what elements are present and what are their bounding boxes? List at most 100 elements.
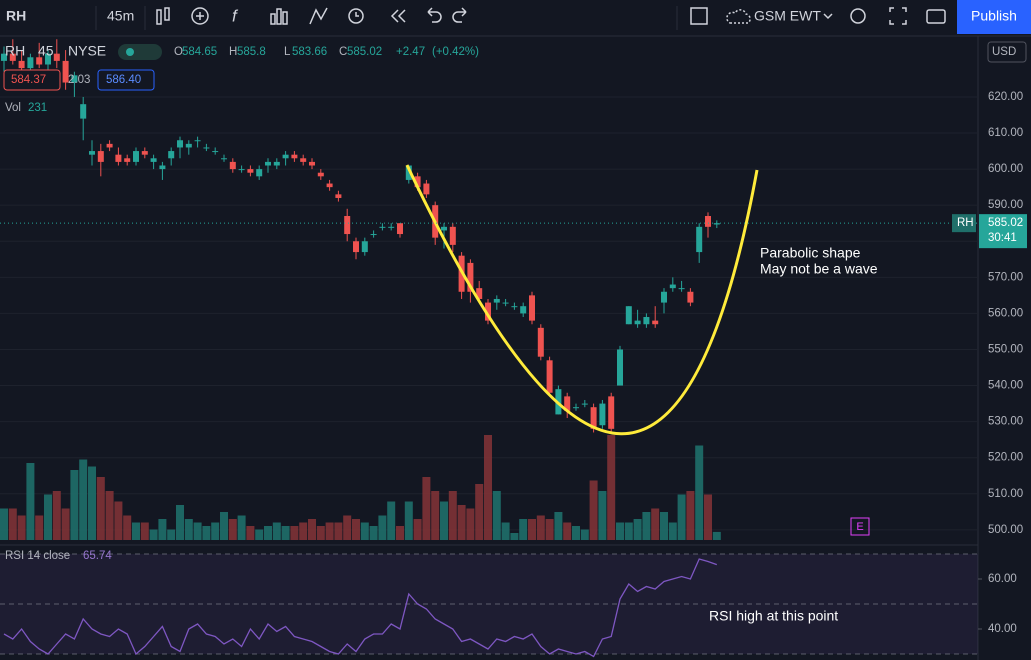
volume-bar <box>26 463 35 540</box>
publish-label[interactable]: Publish <box>971 8 1017 24</box>
volume-label: Vol <box>5 102 21 114</box>
volume-bar <box>8 508 17 540</box>
volume-bar <box>158 519 167 540</box>
volume-bar <box>237 515 246 540</box>
candle-body <box>168 151 175 159</box>
volume-bar <box>633 519 642 540</box>
volume-bar <box>184 519 193 540</box>
candle-body <box>537 327 544 357</box>
volume-bar <box>580 529 589 540</box>
volume-bar <box>431 491 440 540</box>
volume-bar <box>140 522 149 540</box>
settings-icon[interactable] <box>850 8 866 24</box>
bid-box <box>3 69 61 91</box>
interval-button[interactable]: 45m <box>107 8 134 24</box>
price-tag-label: 585.02 <box>988 217 1023 229</box>
candle-body <box>634 320 641 325</box>
earnings-label[interactable]: E <box>856 521 863 533</box>
volume-bar <box>316 526 325 540</box>
candle-body <box>291 154 298 159</box>
candle-body <box>335 194 342 198</box>
volume-bar <box>167 529 176 540</box>
volume-bar <box>704 494 712 540</box>
candle-body <box>696 226 703 253</box>
ohlc-value: 585.02 <box>347 46 382 58</box>
plot-layer: 500.00 510.00 520.00 530.00 540.00 550.00 560.… <box>0 39 1027 658</box>
candle-body <box>361 241 368 253</box>
cloud-icon[interactable] <box>726 9 751 24</box>
y-tick-label: 550.00 <box>988 344 1023 356</box>
candle-body <box>273 161 280 166</box>
volume-bar <box>545 519 554 540</box>
candle-body <box>502 302 509 304</box>
candle-body <box>344 216 351 235</box>
currency-button[interactable] <box>987 41 1027 63</box>
undo-icon[interactable] <box>427 7 442 23</box>
countdown-label: 30:41 <box>988 232 1017 244</box>
volume-bar <box>17 515 26 540</box>
currency-label[interactable]: USD <box>992 46 1016 58</box>
candle-body <box>9 53 16 61</box>
redo-icon[interactable] <box>452 7 467 23</box>
volume-bar <box>369 526 378 540</box>
volume-bar <box>272 522 281 540</box>
candle-body <box>256 169 263 177</box>
candle-body <box>379 226 386 228</box>
rsi-value: 65.74 <box>83 550 112 562</box>
volume-bar <box>52 491 61 540</box>
volume-bar <box>396 526 404 540</box>
fx-icon[interactable]: f <box>232 6 239 25</box>
earnings-marker[interactable] <box>850 517 870 536</box>
y-tick-label: 520.00 <box>988 452 1023 464</box>
candle-body <box>265 161 271 166</box>
candle-body <box>159 165 166 170</box>
rsi-tick-label: 60.00 <box>988 573 1017 585</box>
toolbar <box>0 0 1031 36</box>
volume-bar <box>360 522 369 540</box>
volume-bar <box>88 466 96 540</box>
volume-bar <box>105 491 114 540</box>
dropdown-icon[interactable] <box>823 13 833 20</box>
volume-bar <box>211 522 220 540</box>
chart-name[interactable]: GSM EWT <box>754 8 821 24</box>
candle-body <box>18 60 25 69</box>
candles-icon[interactable] <box>156 7 170 25</box>
volume-bar <box>35 515 44 540</box>
volume-bar <box>440 501 448 540</box>
replay-icon[interactable] <box>390 9 406 23</box>
spread: 2.03 <box>68 74 90 86</box>
ask-box <box>97 69 155 91</box>
candle-body <box>441 226 447 231</box>
candle-body <box>80 104 87 119</box>
indicator-add-icon[interactable] <box>191 7 209 25</box>
volume-bar <box>492 491 501 540</box>
candle-body <box>511 306 518 308</box>
candle-body <box>247 169 254 173</box>
parabola-drawing <box>405 164 759 436</box>
symbol-button[interactable]: RH <box>6 8 26 24</box>
change-value: +2.47 <box>396 46 425 58</box>
volume-bar <box>598 491 607 540</box>
annotation-text: Parabolic shape <box>760 245 861 261</box>
candle-body <box>317 172 324 177</box>
bar-chart-icon[interactable] <box>270 8 288 25</box>
candle-body <box>405 165 412 180</box>
alert-icon[interactable] <box>348 8 364 24</box>
ohlc-key: C <box>339 46 347 58</box>
candle-body <box>370 234 377 236</box>
candle-body <box>467 262 474 292</box>
fullscreen-icon[interactable] <box>889 7 907 25</box>
publish-button[interactable] <box>957 0 1031 34</box>
volume-bar <box>246 526 255 540</box>
templates-icon[interactable] <box>309 7 328 25</box>
volume-bar <box>0 508 8 540</box>
volume-bar <box>528 519 536 540</box>
candle-body <box>414 176 421 188</box>
layout-icon[interactable] <box>690 7 708 25</box>
visibility-toggle <box>118 44 162 60</box>
candle-body <box>608 396 615 429</box>
volume-bar <box>624 522 633 540</box>
candle-body <box>309 161 315 166</box>
candle-body <box>53 53 60 61</box>
snapshot-icon[interactable] <box>926 9 946 24</box>
